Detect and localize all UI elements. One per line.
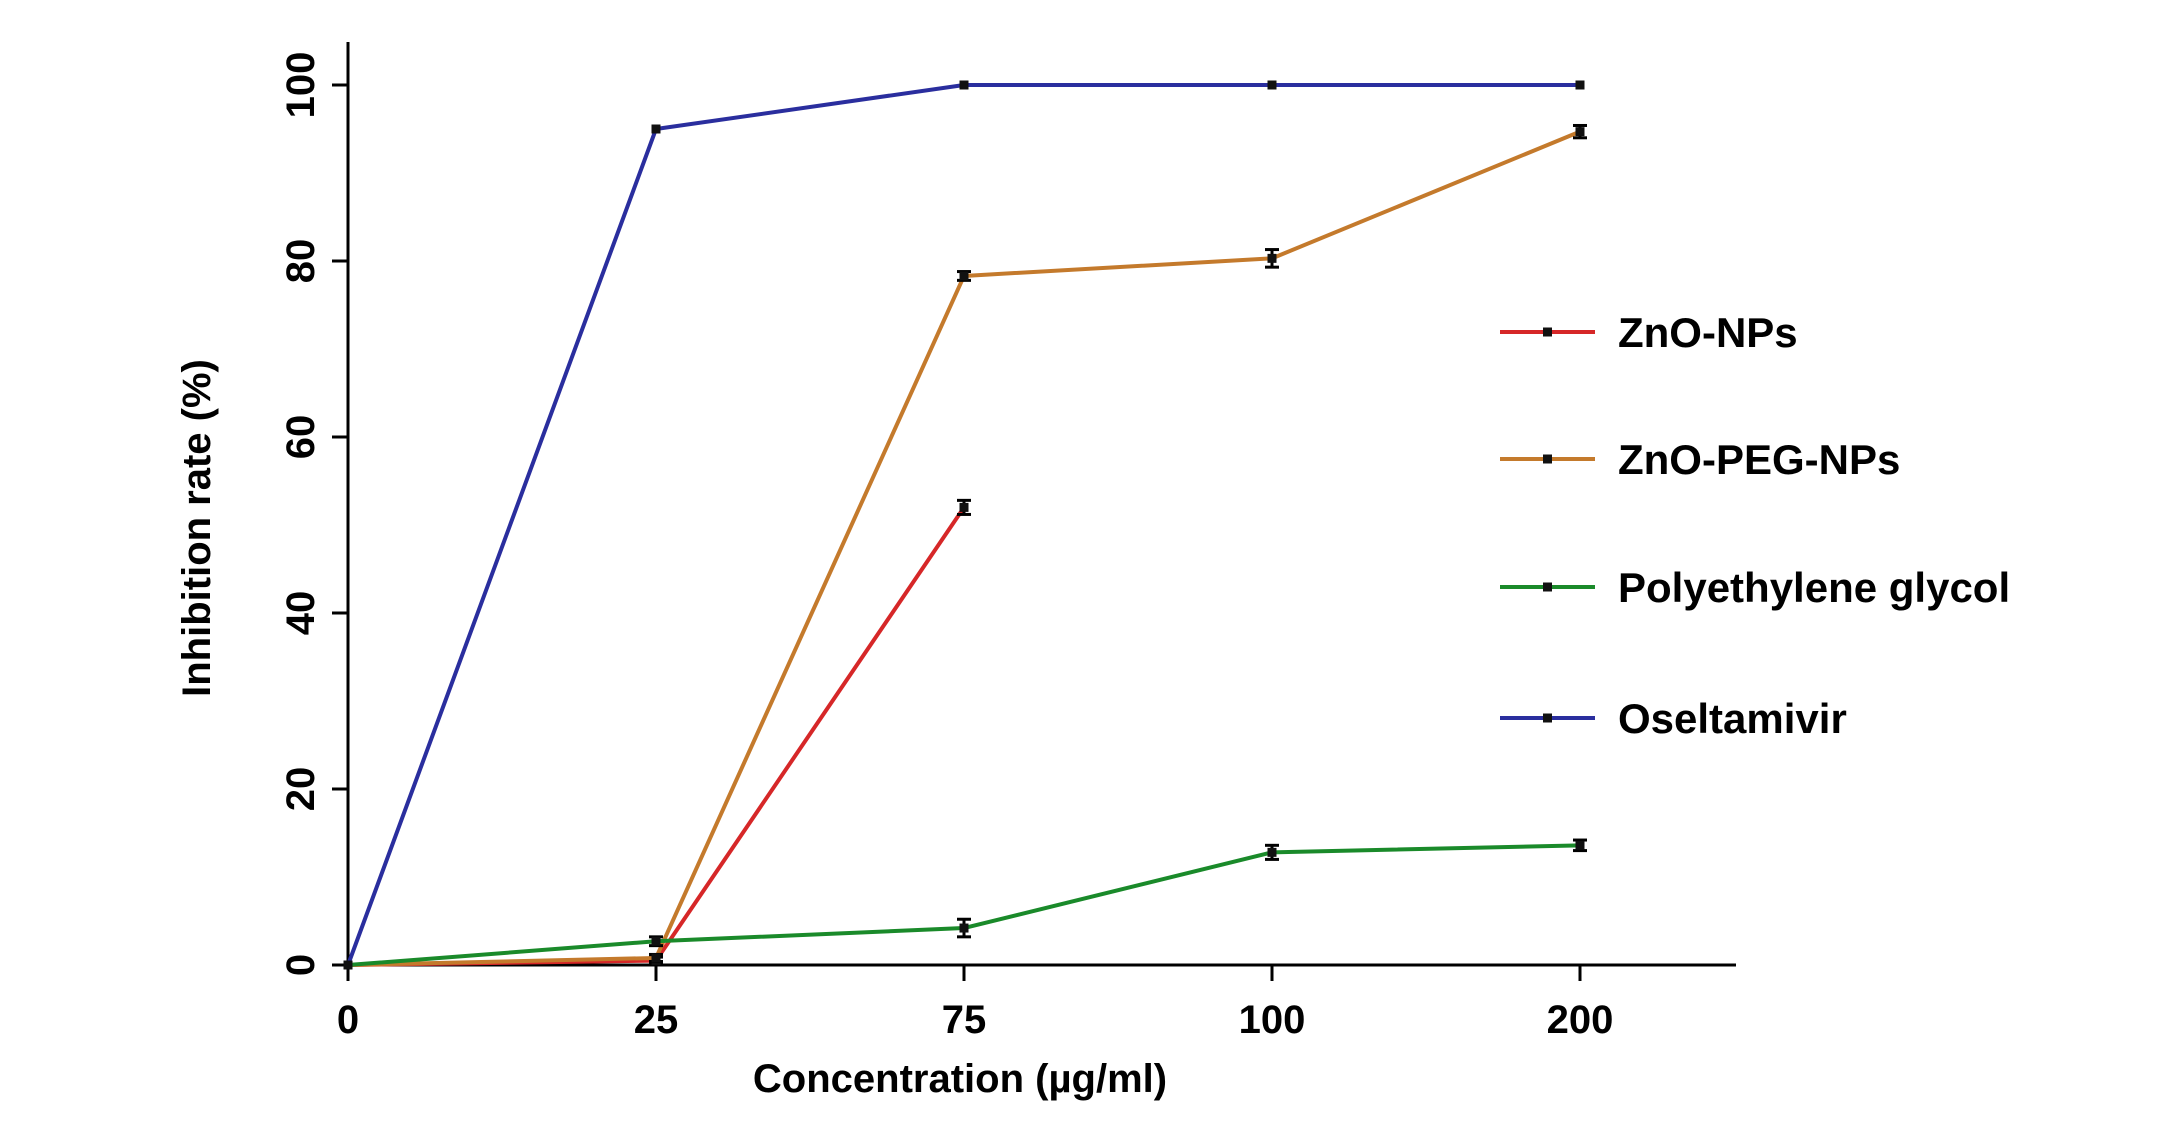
legend-marker <box>1543 713 1552 723</box>
series-polyethylene-glycol <box>343 838 1587 970</box>
data-point <box>1575 127 1585 137</box>
y-tick-label: 100 <box>279 52 323 119</box>
series-oseltamivir <box>343 80 1585 970</box>
data-point <box>959 80 969 90</box>
data-point <box>959 502 969 512</box>
series-layer <box>343 80 1587 970</box>
y-axis-label: Inhibition rate (%) <box>175 359 219 697</box>
legend-label: Oseltamivir <box>1618 695 1847 742</box>
legend-marker <box>1543 454 1552 464</box>
legend-item: Oseltamivir <box>1500 695 1847 742</box>
data-point <box>343 960 353 970</box>
x-axis-label: Concentration (µg/ml) <box>753 1057 1167 1101</box>
legend-item: ZnO-PEG-NPs <box>1500 436 1900 483</box>
data-point <box>1267 80 1277 90</box>
x-tick-label: 0 <box>337 998 359 1042</box>
legend-label: ZnO-NPs <box>1618 309 1798 356</box>
legend-label: Polyethylene glycol <box>1618 564 2010 611</box>
x-tick-label: 75 <box>942 998 987 1042</box>
legend-marker <box>1543 327 1552 337</box>
x-tick-label: 100 <box>1239 998 1306 1042</box>
series-zno-nps <box>343 498 971 970</box>
y-tick-label: 40 <box>279 591 323 636</box>
data-point <box>1575 840 1585 850</box>
series-line <box>346 83 1580 966</box>
data-point <box>1267 847 1277 857</box>
series-line <box>347 129 1581 967</box>
series-line <box>347 843 1581 967</box>
legend-item: Polyethylene glycol <box>1500 564 2010 611</box>
legend-marker <box>1543 582 1552 592</box>
data-point <box>959 271 969 281</box>
series-line <box>347 506 966 967</box>
data-point <box>1267 253 1277 263</box>
series-zno-peg-nps <box>343 123 1587 970</box>
data-point <box>651 124 661 134</box>
y-tick-label: 80 <box>279 239 323 284</box>
data-point <box>1575 80 1585 90</box>
y-tick-label: 0 <box>279 954 323 976</box>
legend-item: ZnO-NPs <box>1500 309 1798 356</box>
data-point <box>651 953 661 963</box>
y-tick-label: 20 <box>279 767 323 812</box>
x-tick-label: 25 <box>634 998 679 1042</box>
y-tick-label: 60 <box>279 415 323 460</box>
data-point <box>651 936 661 946</box>
legend-label: ZnO-PEG-NPs <box>1618 436 1900 483</box>
axes: 0 25 75 100 200 0 20 40 60 80 100 <box>279 42 1736 1042</box>
legend: ZnO-NPs ZnO-PEG-NPs Polyethylene glycol Ose… <box>1500 309 2010 742</box>
x-tick-label: 200 <box>1547 998 1614 1042</box>
data-point <box>959 923 969 933</box>
